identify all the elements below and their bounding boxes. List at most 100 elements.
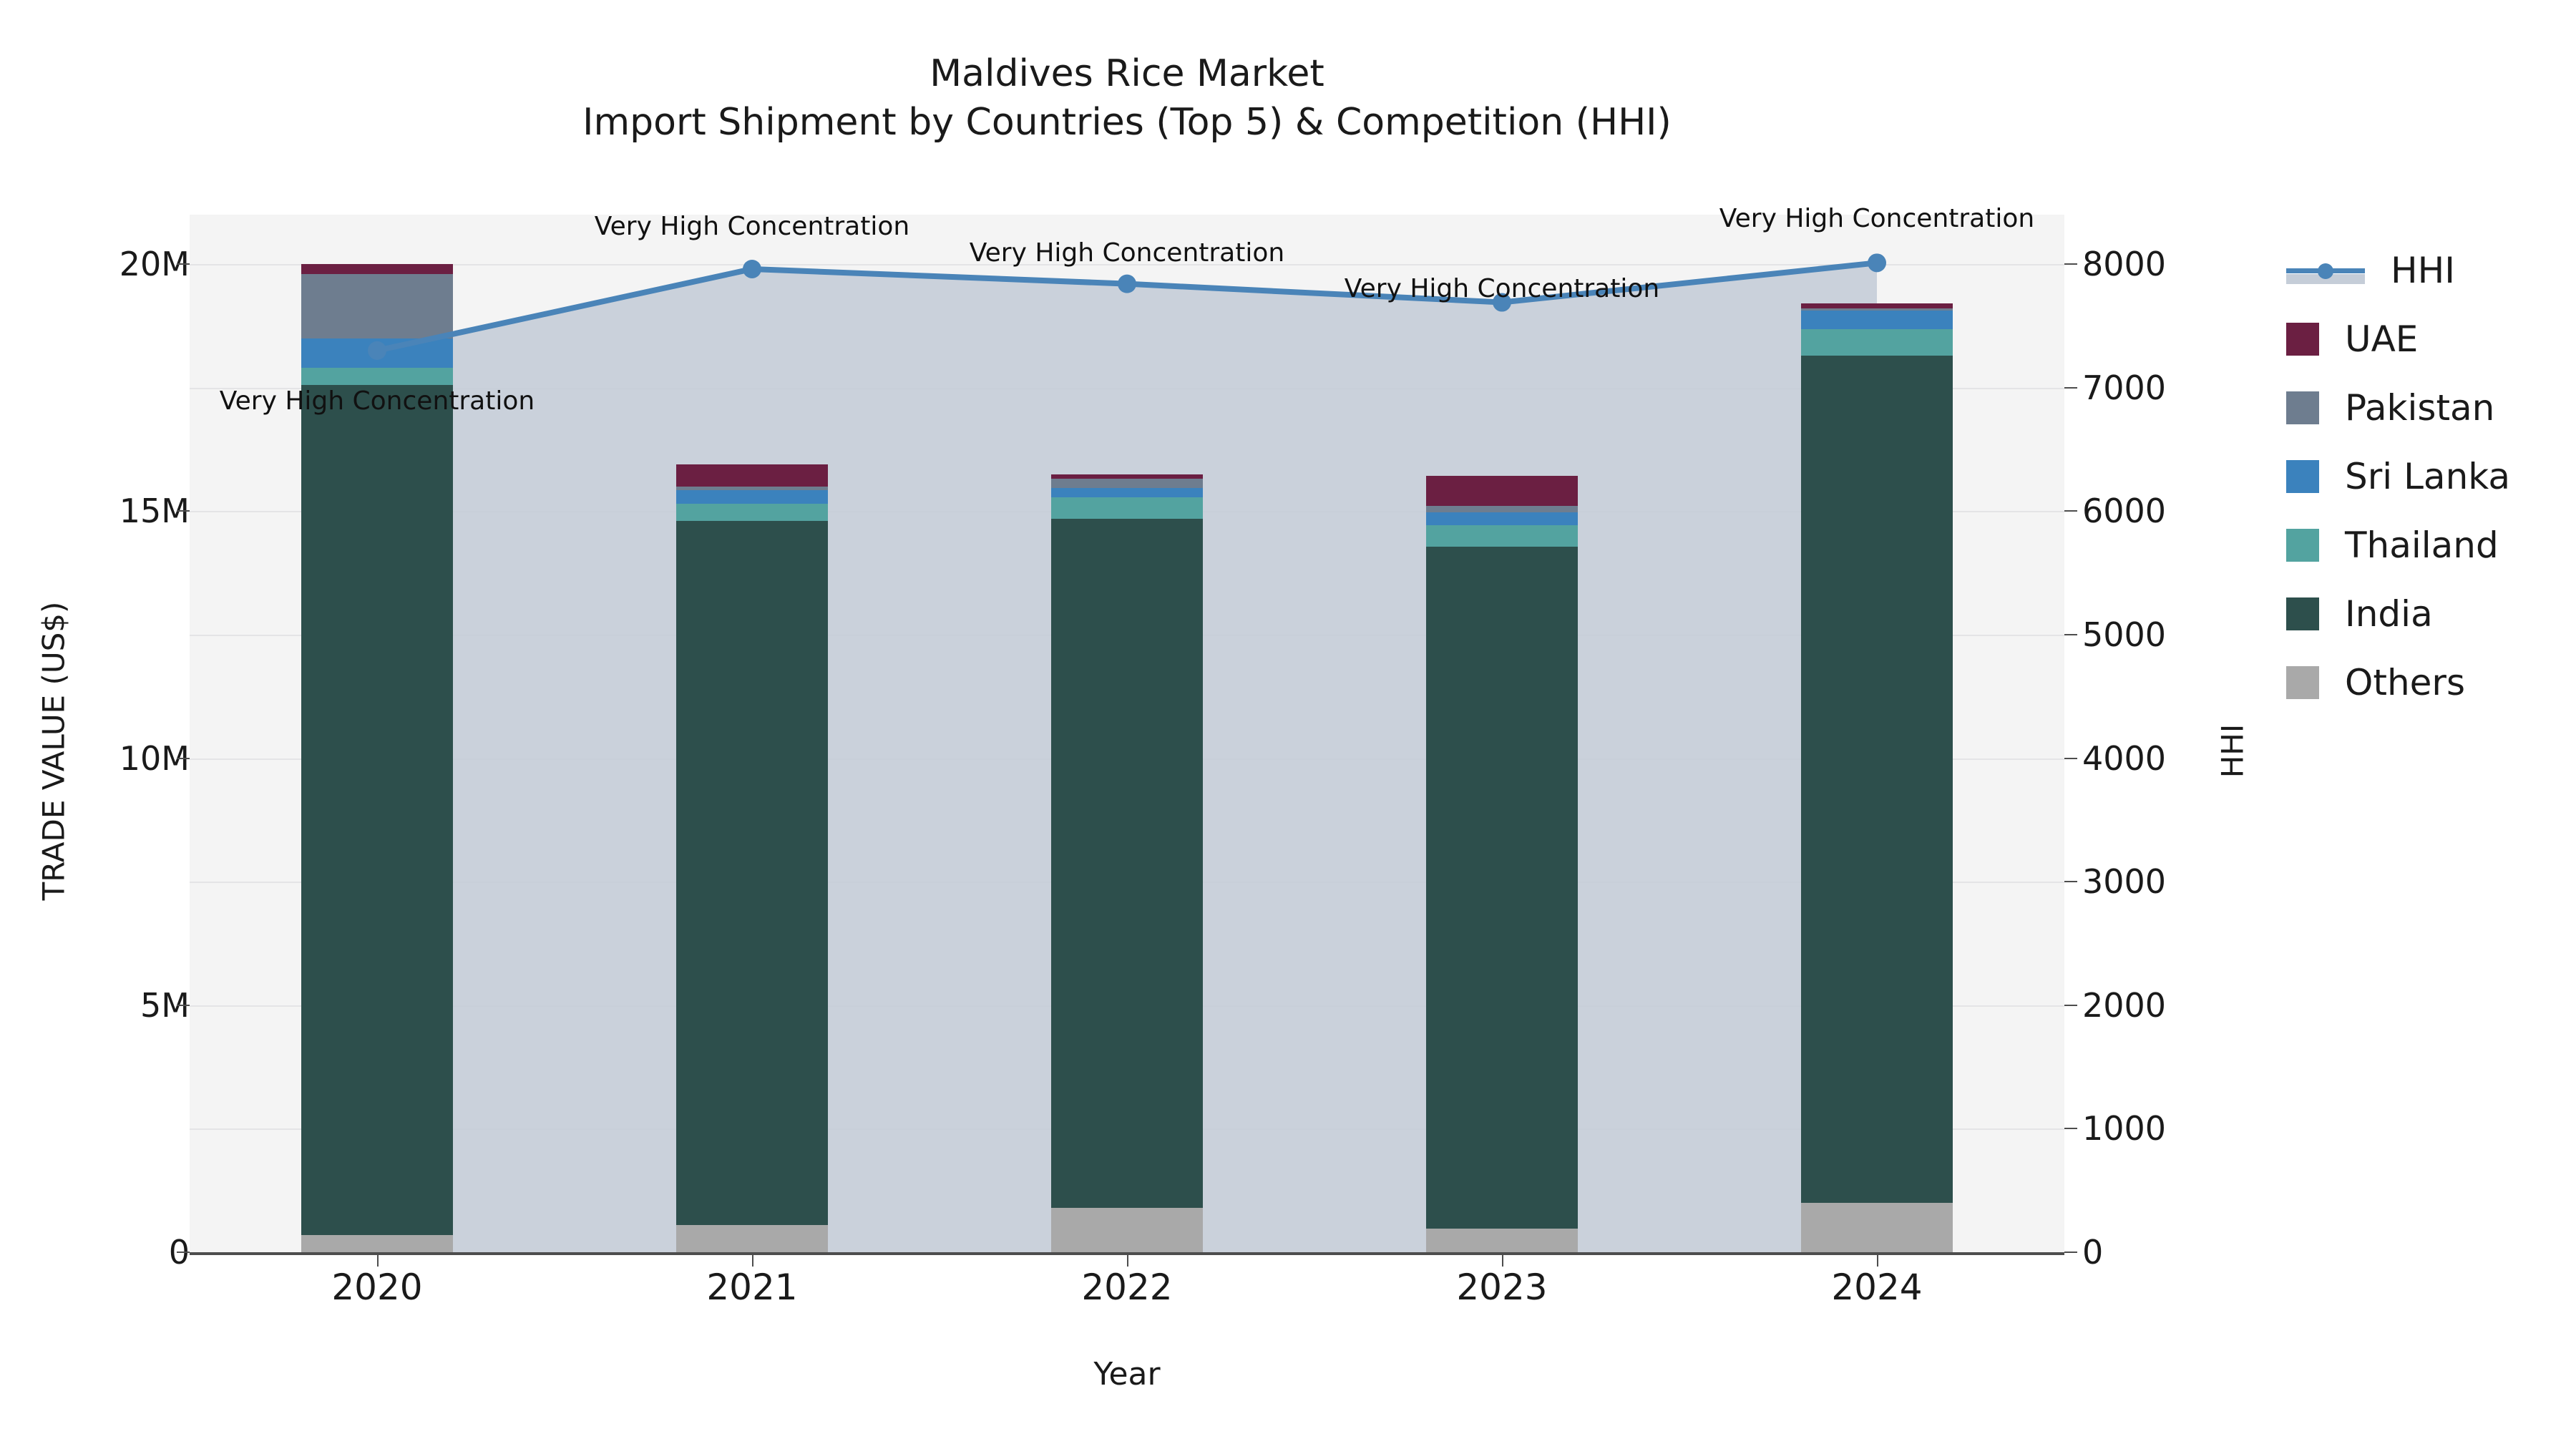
- y-axis-label-left: TRADE VALUE (US$): [36, 601, 72, 901]
- x-tick-label: 2022: [1081, 1267, 1173, 1308]
- hhi-annotation: Very High Concentration: [1719, 204, 2035, 234]
- bar-segment-others[interactable]: [1801, 1202, 1953, 1252]
- y-tick-label-left: 20M: [119, 245, 190, 284]
- bar-segment-india[interactable]: [676, 521, 828, 1226]
- bar-segment-thailand[interactable]: [1801, 329, 1953, 356]
- hhi-annotation: Very High Concentration: [1344, 273, 1660, 303]
- bar-segment-india[interactable]: [1801, 355, 1953, 1203]
- y-tick-mark-right: [2064, 757, 2077, 759]
- legend-item-thailand[interactable]: Thailand: [2286, 511, 2510, 580]
- y-tick-mark-right: [2064, 881, 2077, 883]
- bar-group[interactable]: [1801, 215, 1953, 1252]
- legend-label: India: [2345, 593, 2433, 635]
- y-tick-label-left: 0: [168, 1233, 190, 1272]
- chart-subtitle: Import Shipment by Countries (Top 5) & C…: [582, 100, 1672, 144]
- bar-segment-sri-lanka[interactable]: [1801, 310, 1953, 330]
- bar-segment-pakistan[interactable]: [676, 486, 828, 490]
- x-tick-mark: [377, 1255, 379, 1267]
- bar-segment-others[interactable]: [1426, 1228, 1578, 1252]
- x-tick-mark: [1127, 1255, 1128, 1267]
- x-tick-label: 2021: [706, 1267, 798, 1308]
- hhi-annotation: Very High Concentration: [594, 211, 910, 241]
- x-tick-mark: [752, 1255, 753, 1267]
- legend-item-india[interactable]: India: [2286, 580, 2510, 648]
- bar-segment-uae[interactable]: [1801, 303, 1953, 309]
- legend-swatch-icon: [2286, 460, 2319, 493]
- bar-segment-pakistan[interactable]: [1801, 308, 1953, 311]
- bar-segment-pakistan[interactable]: [301, 273, 453, 338]
- bar-segment-sri-lanka[interactable]: [301, 338, 453, 369]
- bar-segment-india[interactable]: [301, 385, 453, 1235]
- bar-group[interactable]: [301, 215, 453, 1252]
- y-tick-label-right: 6000: [2082, 492, 2167, 531]
- legend-label: Others: [2345, 662, 2466, 703]
- x-axis-line: [190, 1252, 2064, 1255]
- plot-area: [190, 215, 2064, 1254]
- y-tick-label-right: 7000: [2082, 368, 2167, 407]
- legend-line-marker-icon: [2286, 254, 2365, 287]
- bar-segment-thailand[interactable]: [1426, 525, 1578, 547]
- y-tick-label-right: 8000: [2082, 245, 2167, 284]
- y-tick-mark-right: [2064, 1004, 2077, 1006]
- x-tick-mark: [1877, 1255, 1878, 1267]
- bar-segment-sri-lanka[interactable]: [1426, 512, 1578, 525]
- bar-segment-sri-lanka[interactable]: [676, 489, 828, 504]
- bar-segment-uae[interactable]: [676, 464, 828, 487]
- y-tick-mark-left: [177, 1252, 190, 1253]
- y-tick-mark-right: [2064, 263, 2077, 265]
- legend-swatch-icon: [2286, 391, 2319, 424]
- legend-swatch-icon: [2286, 323, 2319, 356]
- y-tick-label-right: 2000: [2082, 985, 2167, 1025]
- chart-legend: HHI UAE Pakistan Sri Lanka Thailand India Othe…: [2286, 236, 2510, 717]
- bar-segment-india[interactable]: [1051, 518, 1203, 1208]
- bar-segment-others[interactable]: [301, 1234, 453, 1252]
- y-tick-mark-right: [2064, 1252, 2077, 1253]
- x-tick-label: 2023: [1456, 1267, 1548, 1308]
- y-tick-mark-left: [177, 757, 190, 759]
- legend-item-others[interactable]: Others: [2286, 648, 2510, 717]
- y-tick-mark-left: [177, 263, 190, 265]
- legend-label: Pakistan: [2345, 387, 2495, 429]
- bar-segment-uae[interactable]: [1051, 474, 1203, 479]
- hhi-annotation: Very High Concentration: [969, 238, 1285, 268]
- y-tick-label-left: 15M: [119, 492, 190, 531]
- hhi-annotation: Very High Concentration: [219, 386, 535, 416]
- legend-item-pakistan[interactable]: Pakistan: [2286, 374, 2510, 442]
- bar-group[interactable]: [1426, 215, 1578, 1252]
- bar-segment-uae[interactable]: [1426, 475, 1578, 507]
- legend-swatch-icon: [2286, 666, 2319, 699]
- x-tick-label: 2024: [1831, 1267, 1923, 1308]
- y-axis-label-right: HHI: [2215, 723, 2250, 779]
- bar-segment-india[interactable]: [1426, 547, 1578, 1229]
- title-block: Maldives Rice Market Import Shipment by …: [0, 50, 2254, 147]
- bar-segment-pakistan[interactable]: [1426, 506, 1578, 512]
- bar-group[interactable]: [1051, 215, 1203, 1252]
- legend-swatch-icon: [2286, 597, 2319, 630]
- legend-item-hhi[interactable]: HHI: [2286, 236, 2510, 305]
- bar-group[interactable]: [676, 215, 828, 1252]
- y-tick-mark-right: [2064, 1128, 2077, 1130]
- bar-segment-thailand[interactable]: [301, 368, 453, 386]
- legend-label: HHI: [2391, 250, 2455, 291]
- bar-segment-sri-lanka[interactable]: [1051, 487, 1203, 497]
- bar-segment-uae[interactable]: [301, 264, 453, 274]
- legend-swatch-icon: [2286, 529, 2319, 562]
- bar-segment-others[interactable]: [676, 1225, 828, 1252]
- y-tick-label-left: 5M: [140, 985, 190, 1025]
- y-tick-mark-right: [2064, 386, 2077, 389]
- y-tick-label-right: 3000: [2082, 862, 2167, 902]
- x-tick-mark: [1502, 1255, 1503, 1267]
- y-tick-label-right: 4000: [2082, 738, 2167, 778]
- y-tick-mark-right: [2064, 510, 2077, 512]
- legend-label: Thailand: [2345, 525, 2499, 566]
- bar-segment-pakistan[interactable]: [1051, 479, 1203, 488]
- legend-item-uae[interactable]: UAE: [2286, 305, 2510, 374]
- y-tick-mark-left: [177, 510, 190, 512]
- bar-segment-thailand[interactable]: [1051, 497, 1203, 519]
- legend-label: Sri Lanka: [2345, 456, 2510, 497]
- y-tick-label-right: 1000: [2082, 1109, 2167, 1148]
- legend-item-sri-lanka[interactable]: Sri Lanka: [2286, 442, 2510, 511]
- bar-segment-thailand[interactable]: [676, 503, 828, 522]
- bar-segment-others[interactable]: [1051, 1207, 1203, 1252]
- y-tick-mark-right: [2064, 633, 2077, 635]
